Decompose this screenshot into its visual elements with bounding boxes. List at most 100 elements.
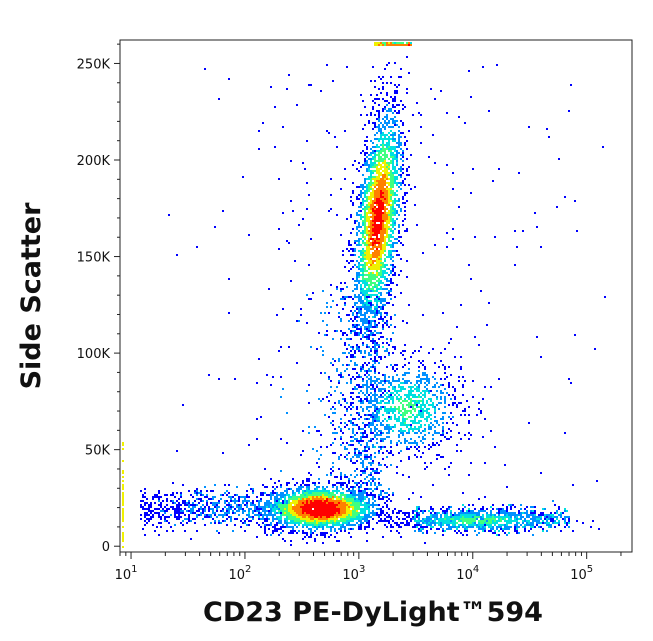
- data-point: [314, 538, 316, 540]
- data-point: [264, 528, 266, 530]
- data-point: [430, 522, 432, 524]
- data-point: [510, 512, 512, 514]
- data-point: [376, 424, 378, 426]
- data-point: [378, 310, 380, 312]
- data-point: [288, 510, 290, 512]
- data-point: [372, 394, 374, 396]
- data-point: [394, 326, 396, 328]
- data-point: [468, 518, 470, 520]
- data-point: [122, 534, 124, 536]
- data-point: [370, 140, 372, 142]
- data-point: [356, 376, 358, 378]
- data-point: [390, 526, 392, 528]
- data-point: [510, 514, 512, 516]
- data-point: [288, 482, 290, 484]
- data-point: [270, 494, 272, 496]
- data-point: [534, 526, 536, 528]
- data-point: [292, 500, 294, 502]
- data-point: [372, 334, 374, 336]
- data-point: [236, 500, 238, 502]
- data-point: [318, 486, 320, 488]
- data-point: [282, 506, 284, 508]
- data-point: [366, 186, 368, 188]
- data-point: [274, 482, 276, 484]
- data-point: [362, 450, 364, 452]
- data-point: [208, 508, 210, 510]
- data-point: [460, 516, 462, 518]
- data-point: [480, 290, 482, 292]
- data-point: [368, 154, 370, 156]
- data-point: [376, 182, 378, 184]
- data-point: [442, 428, 444, 430]
- data-point: [400, 184, 402, 186]
- data-point: [314, 524, 316, 526]
- data-point: [372, 170, 374, 172]
- data-point: [192, 512, 194, 514]
- data-point: [368, 488, 370, 490]
- data-point: [248, 514, 250, 516]
- data-point: [362, 150, 364, 152]
- data-point: [316, 518, 318, 520]
- data-point: [368, 406, 370, 408]
- data-point: [442, 426, 444, 428]
- data-point: [160, 518, 162, 520]
- data-point: [286, 488, 288, 490]
- data-point: [228, 516, 230, 518]
- data-point: [490, 512, 492, 514]
- data-point: [304, 520, 306, 522]
- data-point: [198, 492, 200, 494]
- data-point: [378, 372, 380, 374]
- data-point: [404, 418, 406, 420]
- data-point: [420, 510, 422, 512]
- data-point: [376, 402, 378, 404]
- data-point: [428, 428, 430, 430]
- data-point: [442, 416, 444, 418]
- data-point: [384, 382, 386, 384]
- data-point: [382, 440, 384, 442]
- data-point: [396, 190, 398, 192]
- data-point: [410, 402, 412, 404]
- data-point: [304, 494, 306, 496]
- data-point: [272, 532, 274, 534]
- data-point: [398, 510, 400, 512]
- data-point: [292, 210, 294, 212]
- data-point: [358, 412, 360, 414]
- data-point: [292, 508, 294, 510]
- data-point: [368, 498, 370, 500]
- data-point: [420, 520, 422, 522]
- data-point: [352, 192, 354, 194]
- data-point: [358, 316, 360, 318]
- data-point: [222, 494, 224, 496]
- data-point: [472, 520, 474, 522]
- data-point: [192, 506, 194, 508]
- data-point: [366, 408, 368, 410]
- data-point: [384, 356, 386, 358]
- data-point: [282, 510, 284, 512]
- data-point: [402, 108, 404, 110]
- data-point: [364, 158, 366, 160]
- data-point: [338, 402, 340, 404]
- data-point: [370, 194, 372, 196]
- data-point: [372, 494, 374, 496]
- data-point: [222, 514, 224, 516]
- data-point: [392, 220, 394, 222]
- data-point: [392, 230, 394, 232]
- data-point: [290, 544, 292, 546]
- data-point: [338, 528, 340, 530]
- data-point: [384, 246, 386, 248]
- data-point: [370, 282, 372, 284]
- data-point: [376, 428, 378, 430]
- data-point: [354, 496, 356, 498]
- data-point: [366, 484, 368, 486]
- data-point: [228, 78, 230, 80]
- data-point: [440, 456, 442, 458]
- data-point: [254, 514, 256, 516]
- data-point: [360, 270, 362, 272]
- data-point: [390, 518, 392, 520]
- data-point: [398, 380, 400, 382]
- data-point: [282, 504, 284, 506]
- data-point: [372, 386, 374, 388]
- data-point: [388, 382, 390, 384]
- data-point: [404, 420, 406, 422]
- data-point: [482, 528, 484, 530]
